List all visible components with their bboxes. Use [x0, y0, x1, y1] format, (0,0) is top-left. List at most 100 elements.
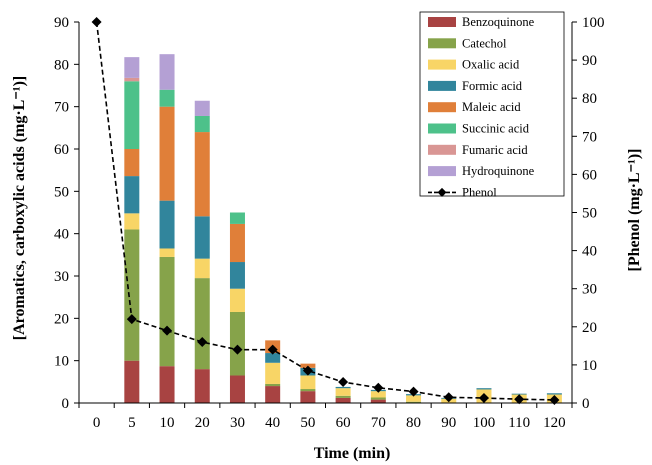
bar-oxalic-acid-5	[124, 213, 140, 230]
x-tick-label: 90	[441, 415, 456, 431]
bar-formic-acid-110	[511, 393, 527, 395]
bar-catechol-50	[300, 389, 316, 392]
y-right-tick-label: 30	[582, 282, 597, 298]
legend-label: Fumaric acid	[462, 143, 528, 157]
phenol-point-50	[302, 365, 313, 376]
bar-succinic-acid-20	[194, 115, 210, 133]
y-left-tick-label: 50	[54, 184, 69, 200]
legend-swatch-hydroquinone	[428, 166, 456, 177]
bar-benzoquinone-40	[265, 386, 281, 403]
y-right-tick-label: 50	[582, 206, 597, 222]
bar-maleic-acid-30	[229, 223, 245, 263]
x-tick-label: 10	[160, 415, 175, 431]
y-axis-left-title: [Aromatics, carboxylic acids (mg·L⁻¹)]	[11, 76, 28, 340]
legend-swatch-catechol	[428, 38, 456, 49]
y-right-tick-label: 90	[582, 53, 597, 69]
bar-formic-acid-120	[546, 393, 562, 395]
bar-benzoquinone-20	[194, 369, 210, 403]
tick-labels: 0102030405060708090010203040506070809010…	[54, 15, 605, 431]
bar-benzoquinone-70	[370, 399, 386, 403]
x-tick-label: 5	[128, 415, 136, 431]
x-tick-label: 40	[265, 415, 280, 431]
bar-benzoquinone-30	[229, 375, 245, 403]
phenol-line-layer	[91, 17, 560, 405]
bar-hydroquinone-10	[159, 54, 175, 90]
legend-label: Formic acid	[462, 79, 523, 93]
phenol-point-0	[91, 17, 102, 27]
legend-swatch-succinic-acid	[428, 123, 456, 134]
bar-benzoquinone-10	[159, 366, 175, 403]
bar-maleic-acid-20	[194, 132, 210, 217]
bar-layer	[124, 54, 562, 403]
phenol-point-5	[126, 314, 137, 325]
bar-formic-acid-100	[476, 388, 492, 390]
bar-catechol-80	[406, 401, 422, 403]
legend-swatch-fumaric-acid	[428, 144, 456, 155]
bar-catechol-20	[194, 278, 210, 370]
y-left-tick-label: 0	[62, 396, 70, 412]
legend-label: Succinic acid	[462, 122, 530, 136]
y-left-tick-label: 70	[54, 100, 69, 116]
bar-succinic-acid-5	[124, 81, 140, 149]
bar-catechol-10	[159, 256, 175, 367]
bar-benzoquinone-50	[300, 391, 316, 403]
y-left-tick-label: 30	[54, 269, 69, 285]
y-right-tick-label: 70	[582, 129, 597, 145]
y-axis-right-title: [Phenol (mg·L⁻¹)]	[626, 148, 643, 271]
bar-oxalic-acid-80	[406, 395, 422, 402]
x-tick-label: 0	[93, 415, 101, 431]
y-right-tick-label: 100	[582, 15, 605, 31]
bar-formic-acid-30	[229, 262, 245, 289]
legend-swatch-benzoquinone	[428, 17, 456, 27]
bar-oxalic-acid-20	[194, 258, 210, 279]
legend-swatch-maleic-acid	[428, 102, 456, 113]
bar-formic-acid-40	[265, 353, 281, 363]
bar-succinic-acid-30	[229, 212, 245, 224]
bar-succinic-acid-10	[159, 89, 175, 107]
legend: Benzoquinone Catechol Oxalic acid Formic ac…	[419, 11, 565, 199]
x-tick-label: 100	[473, 415, 496, 431]
bar-formic-acid-5	[124, 176, 140, 214]
phenol-point-40	[267, 344, 278, 355]
bar-catechol-30	[229, 311, 245, 376]
bar-oxalic-acid-40	[265, 362, 281, 384]
y-right-tick-label: 80	[582, 91, 597, 107]
axes	[74, 21, 577, 408]
x-tick-label: 110	[508, 415, 530, 431]
legend-label: Catechol	[462, 36, 507, 50]
legend-label: Maleic acid	[462, 100, 521, 114]
phenol-point-60	[338, 377, 349, 388]
x-tick-label: 70	[371, 415, 386, 431]
x-axis-title: Time (min)	[314, 445, 391, 462]
y-left-tick-label: 10	[54, 354, 69, 370]
phenol-point-70	[373, 382, 384, 393]
bar-maleic-acid-10	[159, 106, 175, 201]
y-right-tick-label: 40	[582, 244, 597, 260]
x-tick-label: 20	[195, 415, 210, 431]
y-left-tick-label: 80	[54, 57, 69, 73]
x-tick-label: 120	[543, 415, 566, 431]
y-right-tick-label: 20	[582, 320, 597, 336]
bar-formic-acid-10	[159, 200, 175, 249]
phenol-point-80	[408, 386, 419, 397]
bar-oxalic-acid-50	[300, 375, 316, 390]
x-tick-label: 80	[406, 415, 421, 431]
legend-label: Oxalic acid	[462, 58, 520, 72]
bar-catechol-60	[335, 395, 351, 398]
bar-oxalic-acid-30	[229, 288, 245, 312]
bar-oxalic-acid-10	[159, 248, 175, 257]
bar-maleic-acid-5	[124, 149, 140, 177]
x-tick-label: 60	[336, 415, 351, 431]
bar-formic-acid-60	[335, 386, 351, 389]
phenol-point-110	[514, 394, 525, 405]
legend-swatch-formic-acid	[428, 80, 456, 91]
y-right-tick-label: 0	[582, 396, 590, 412]
bar-catechol-70	[370, 397, 386, 400]
y-right-tick-label: 60	[582, 167, 597, 183]
phenol-point-90	[443, 392, 454, 403]
bar-catechol-5	[124, 229, 140, 361]
x-tick-label: 50	[300, 415, 315, 431]
x-tick-label: 30	[230, 415, 245, 431]
legend-swatch-oxalic-acid	[428, 59, 456, 70]
